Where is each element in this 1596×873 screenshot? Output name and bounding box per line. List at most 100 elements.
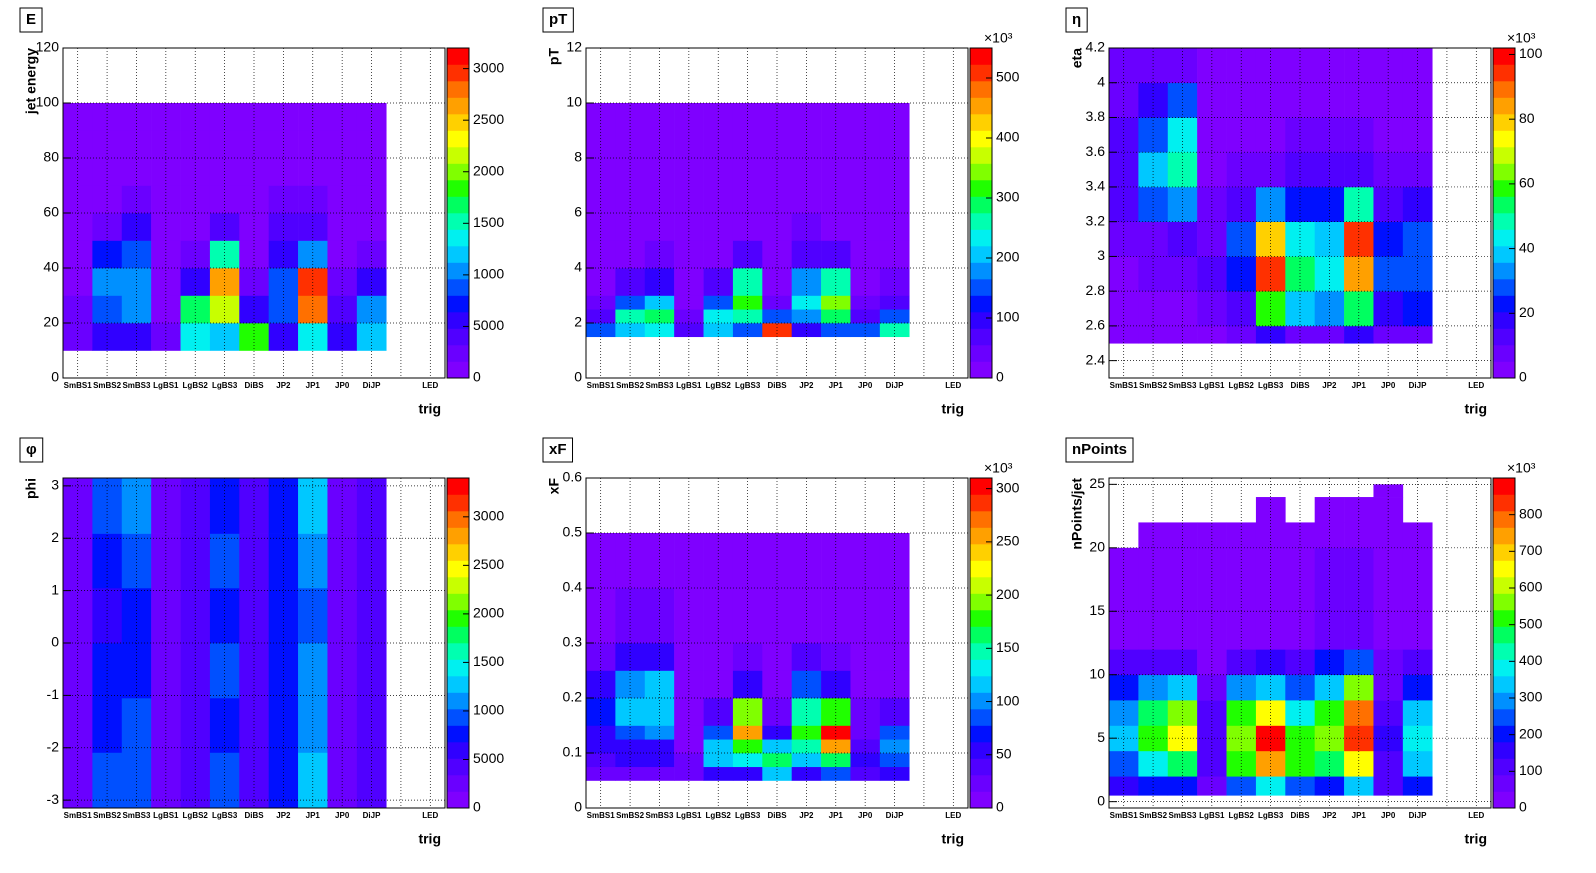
chart-title: E (26, 11, 36, 28)
cell (151, 752, 181, 808)
x-tick-label: DiBS (1290, 381, 1310, 390)
y-tick-label: 120 (36, 39, 60, 55)
cell (732, 213, 763, 241)
colorbar-step (970, 196, 992, 214)
colorbar-step (447, 725, 469, 743)
colorbar-frame (969, 47, 993, 379)
cell (1167, 152, 1198, 188)
x-tick-label: JP0 (858, 811, 873, 820)
colorbar-step (970, 511, 992, 528)
cell (1373, 776, 1404, 796)
cell (1344, 776, 1374, 796)
cell (703, 240, 734, 269)
x-tick-label: JP2 (1322, 381, 1337, 390)
chart-title: pT (549, 11, 567, 28)
y-tick-label: 80 (43, 149, 59, 165)
cell (850, 739, 881, 754)
colorbar-step (447, 48, 469, 65)
x-axis-title: trig (941, 401, 964, 417)
colorbar-step (447, 544, 469, 561)
x-tick-label: JP0 (335, 381, 350, 390)
colorbar-step (1493, 709, 1515, 726)
cell (239, 240, 269, 269)
colorbar-step (970, 180, 992, 197)
cell (1314, 325, 1345, 344)
cell (92, 213, 123, 241)
cell (732, 643, 763, 671)
cell (1373, 497, 1404, 523)
cell (1197, 152, 1227, 188)
colorbar-step (447, 81, 469, 98)
cell (644, 670, 675, 699)
cell (586, 739, 616, 754)
y-tick-label: 4.2 (1086, 39, 1106, 55)
colorbar-step (1493, 478, 1515, 495)
x-tick-label: LED (422, 811, 438, 820)
y-tick-label: 4 (1097, 73, 1105, 89)
cell (644, 240, 675, 269)
x-tick-label: JP0 (335, 811, 350, 820)
cell (356, 213, 387, 241)
cell (1402, 725, 1433, 752)
y-tick-label: 60 (43, 204, 59, 220)
cell (1314, 291, 1345, 327)
colorbar-step (1493, 544, 1515, 561)
z-tick-label: 1000 (473, 702, 504, 718)
x-tick-label: JP2 (799, 381, 814, 390)
y-tick-label: 1 (51, 581, 59, 597)
cell (1255, 48, 1286, 84)
colorbar-step (1493, 279, 1515, 296)
cell (732, 766, 763, 781)
y-tick-label: 3.8 (1086, 108, 1106, 124)
cell (1402, 325, 1433, 344)
cell (732, 533, 763, 589)
y-axis-title: pT (546, 48, 562, 66)
colorbar-step (447, 229, 469, 247)
z-tick-label: 200 (996, 586, 1020, 602)
colorbar-step (447, 659, 469, 677)
colorbar-step (1493, 262, 1515, 280)
cell (268, 213, 299, 241)
cell (1373, 291, 1404, 327)
cell (1285, 221, 1315, 257)
cell (644, 533, 675, 589)
cell (850, 103, 881, 159)
cell (356, 240, 387, 269)
z-tick-label: 0 (996, 799, 1004, 815)
x-tick-label: SmBS1 (587, 811, 616, 820)
cell (732, 240, 763, 269)
cell (239, 698, 269, 753)
cell (356, 185, 387, 214)
cell (879, 766, 910, 781)
colorbar-step (970, 64, 992, 82)
x-tick-label: LgBS1 (1199, 381, 1225, 390)
cell (356, 533, 387, 589)
y-tick-label: -1 (47, 686, 60, 702)
x-tick-label: DiBS (767, 811, 787, 820)
cell (644, 739, 675, 754)
cell (1285, 674, 1315, 701)
x-tick-label: JP0 (1381, 811, 1396, 820)
z-tick-label: 2500 (473, 556, 504, 572)
cell (1373, 674, 1404, 701)
cell (1344, 497, 1374, 523)
y-tick-label: -3 (47, 791, 60, 807)
colorbar-frame (1492, 47, 1516, 379)
z-tick-label: 500 (996, 69, 1020, 85)
cell (732, 588, 763, 644)
z-tick-label: 200 (1519, 725, 1543, 741)
x-tick-label: DiJP (363, 811, 381, 820)
cell (1344, 152, 1374, 188)
cell (92, 588, 123, 644)
y-tick-label: 2 (51, 529, 59, 545)
cell (239, 533, 269, 589)
cell (674, 670, 704, 699)
y-tick-label: 3 (51, 477, 59, 493)
colorbar-step (447, 610, 469, 627)
y-tick-label: 5 (1097, 729, 1105, 745)
z-exponent: ×10³ (1507, 460, 1536, 476)
cell (674, 295, 704, 310)
cell (1197, 649, 1227, 676)
cell (850, 158, 881, 214)
colorbar-step (970, 692, 992, 710)
